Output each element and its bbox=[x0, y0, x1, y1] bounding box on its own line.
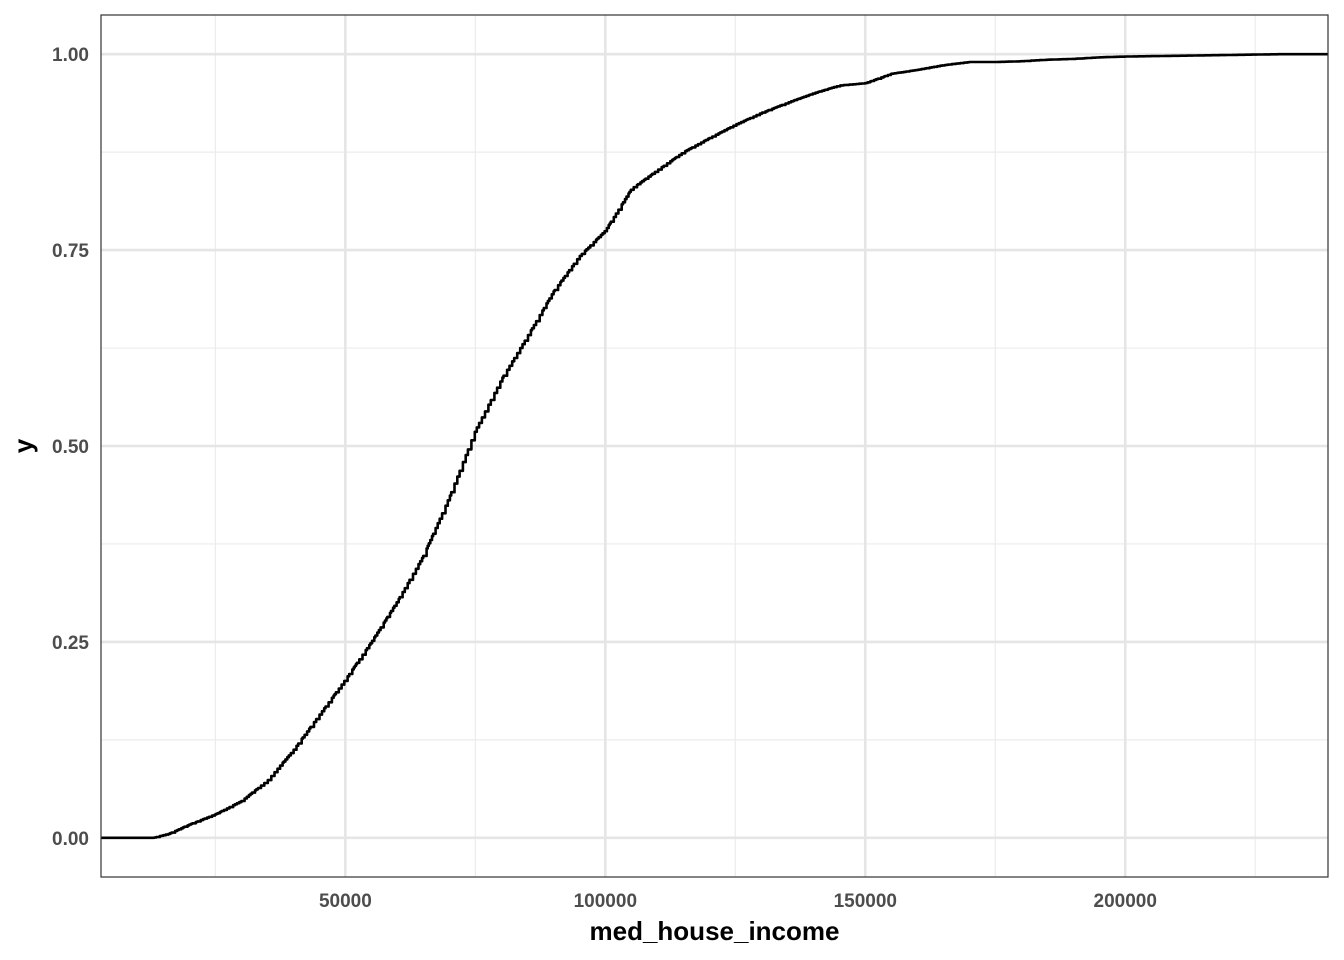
y-tick-label: 0.75 bbox=[52, 241, 89, 262]
major-gridlines bbox=[101, 15, 1328, 877]
y-tick-label: 1.00 bbox=[52, 45, 89, 66]
x-axis-title: med_house_income bbox=[590, 916, 840, 946]
plot-panel-border bbox=[100, 14, 1329, 878]
x-tick-label: 200000 bbox=[1094, 891, 1157, 912]
y-axis-title: y bbox=[8, 438, 38, 453]
x-axis-tick-labels: 50000 100000 150000 200000 bbox=[319, 891, 1157, 912]
ecdf-series-line bbox=[101, 52, 1328, 840]
x-tick-label: 50000 bbox=[319, 891, 372, 912]
y-tick-label: 0.25 bbox=[52, 633, 89, 654]
x-tick-label: 150000 bbox=[834, 891, 897, 912]
y-axis-tick-labels: 0.00 0.25 0.50 0.75 1.00 bbox=[52, 45, 89, 850]
x-tick-label: 100000 bbox=[574, 891, 637, 912]
y-tick-label: 0.50 bbox=[52, 437, 89, 458]
series-layer bbox=[101, 52, 1328, 840]
y-tick-label: 0.00 bbox=[52, 829, 89, 850]
